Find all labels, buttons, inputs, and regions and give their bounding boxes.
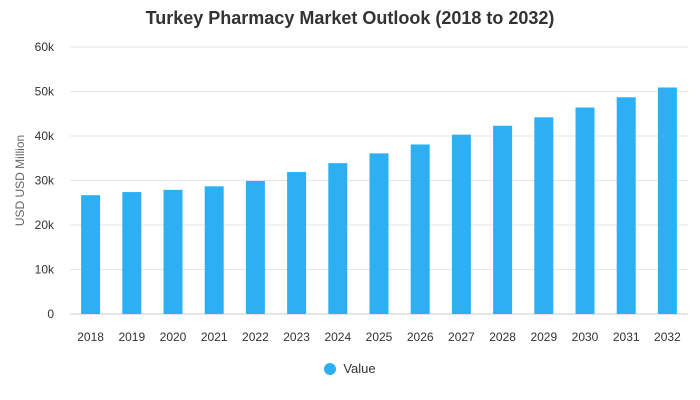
bar-2021 [204,186,224,314]
bar-2020 [163,189,183,314]
x-tick-label: 2027 [448,330,475,344]
bar-2018 [81,195,101,314]
x-tick-label: 2032 [654,330,681,344]
x-tick-label: 2030 [572,330,599,344]
x-tick-label: 2029 [530,330,557,344]
x-tick-label: 2022 [242,330,269,344]
y-axis-label: USD USD Million [13,135,27,226]
bar-2023 [287,172,307,314]
x-tick-label: 2026 [407,330,434,344]
y-tick-label: 40k [35,129,55,143]
bar-2024 [328,163,348,314]
x-tick-label: 2023 [283,330,310,344]
bar-2027 [451,134,471,314]
y-tick-label: 30k [35,174,55,188]
y-tick-label: 60k [35,40,55,54]
y-tick-label: 50k [35,85,55,99]
bar-2031 [616,97,636,314]
x-tick-label: 2025 [366,330,393,344]
x-tick-label: 2028 [489,330,516,344]
bar-2030 [575,107,595,315]
x-tick-label: 2024 [324,330,351,344]
y-tick-label: 0 [47,307,54,321]
bar-2029 [534,117,554,314]
chart-legend[interactable]: Value [0,361,700,376]
legend-label-value: Value [343,361,376,376]
x-tick-label: 2019 [118,330,145,344]
x-tick-label: 2031 [613,330,640,344]
bar-2032 [657,87,677,315]
bar-2019 [122,192,142,314]
chart-title: Turkey Pharmacy Market Outlook (2018 to … [145,8,555,28]
x-tick-label: 2020 [160,330,187,344]
y-tick-label: 10k [35,263,55,277]
y-tick-label: 20k [35,218,55,232]
bar-2028 [493,125,513,314]
legend-marker-value [324,362,337,375]
bar-2022 [245,180,265,314]
x-tick-label: 2018 [77,330,104,344]
bar-2025 [369,153,389,314]
x-tick-label: 2021 [201,330,228,344]
bar-2026 [410,144,430,314]
